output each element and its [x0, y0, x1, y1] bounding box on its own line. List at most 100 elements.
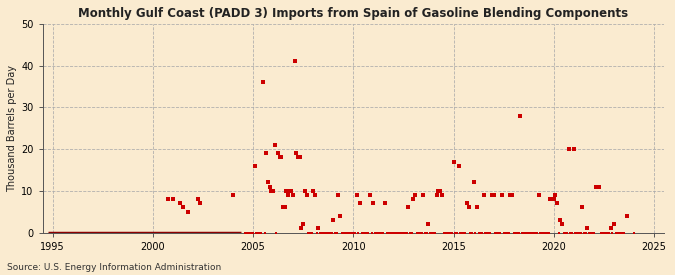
Point: [350, 230, 360, 235]
Point: [575, 230, 586, 235]
Point: [440, 230, 451, 235]
Point: [323, 230, 333, 235]
Point: [326, 230, 337, 235]
Point: [413, 230, 424, 235]
Point: [478, 193, 489, 197]
Point: [428, 230, 439, 235]
Point: [269, 143, 280, 147]
Point: [163, 197, 173, 201]
Point: [462, 201, 472, 205]
Point: [542, 230, 553, 235]
Point: [194, 201, 205, 205]
Point: [480, 230, 491, 235]
Point: [450, 230, 460, 235]
Point: [614, 230, 624, 235]
Point: [498, 230, 509, 235]
Point: [251, 230, 262, 235]
Point: [435, 189, 446, 193]
Point: [570, 230, 581, 235]
Point: [276, 155, 287, 160]
Point: [493, 230, 504, 235]
Point: [373, 230, 384, 235]
Point: [554, 230, 564, 235]
Point: [592, 185, 603, 189]
Point: [239, 230, 250, 235]
Point: [311, 230, 322, 235]
Point: [370, 230, 381, 235]
Point: [507, 193, 518, 197]
Point: [331, 230, 342, 235]
Point: [354, 201, 365, 205]
Point: [328, 218, 339, 222]
Point: [249, 164, 260, 168]
Point: [585, 230, 596, 235]
Point: [431, 193, 442, 197]
Point: [293, 155, 304, 160]
Point: [523, 230, 534, 235]
Point: [628, 230, 639, 235]
Point: [423, 222, 434, 226]
Point: [607, 230, 618, 235]
Point: [455, 230, 466, 235]
Point: [525, 230, 536, 235]
Point: [385, 230, 396, 235]
Point: [618, 230, 629, 235]
Point: [495, 230, 506, 235]
Point: [441, 230, 452, 235]
Point: [433, 189, 444, 193]
Point: [445, 230, 456, 235]
Point: [261, 151, 272, 155]
Point: [296, 226, 307, 230]
Point: [448, 160, 459, 164]
Point: [456, 230, 467, 235]
Point: [304, 230, 315, 235]
Point: [562, 230, 572, 235]
Point: [490, 230, 501, 235]
Point: [300, 189, 310, 193]
Point: [558, 230, 569, 235]
Point: [303, 230, 314, 235]
Point: [537, 230, 547, 235]
Point: [595, 230, 606, 235]
Point: [414, 230, 425, 235]
Point: [371, 230, 382, 235]
Point: [458, 230, 469, 235]
Point: [420, 230, 431, 235]
Point: [408, 197, 418, 201]
Point: [406, 230, 417, 235]
Point: [602, 230, 613, 235]
Point: [463, 205, 474, 210]
Point: [605, 226, 616, 230]
Point: [468, 180, 479, 185]
Point: [388, 230, 399, 235]
Point: [622, 214, 632, 218]
Point: [452, 230, 462, 235]
Point: [178, 205, 188, 210]
Point: [421, 230, 432, 235]
Point: [551, 201, 562, 205]
Point: [515, 114, 526, 118]
Point: [386, 230, 397, 235]
Point: [403, 205, 414, 210]
Point: [358, 230, 369, 235]
Point: [192, 197, 203, 201]
Point: [298, 222, 308, 226]
Point: [281, 189, 292, 193]
Point: [277, 205, 288, 210]
Point: [405, 230, 416, 235]
Point: [283, 193, 294, 197]
Title: Monthly Gulf Coast (PADD 3) Imports from Spain of Gasoline Blending Components: Monthly Gulf Coast (PADD 3) Imports from…: [78, 7, 628, 20]
Point: [535, 230, 546, 235]
Point: [545, 197, 556, 201]
Point: [502, 230, 512, 235]
Point: [381, 230, 392, 235]
Point: [483, 230, 494, 235]
Point: [266, 189, 277, 193]
Point: [363, 230, 374, 235]
Point: [508, 230, 519, 235]
Point: [582, 226, 593, 230]
Point: [351, 193, 362, 197]
Point: [241, 230, 252, 235]
Point: [539, 230, 549, 235]
Point: [583, 230, 594, 235]
